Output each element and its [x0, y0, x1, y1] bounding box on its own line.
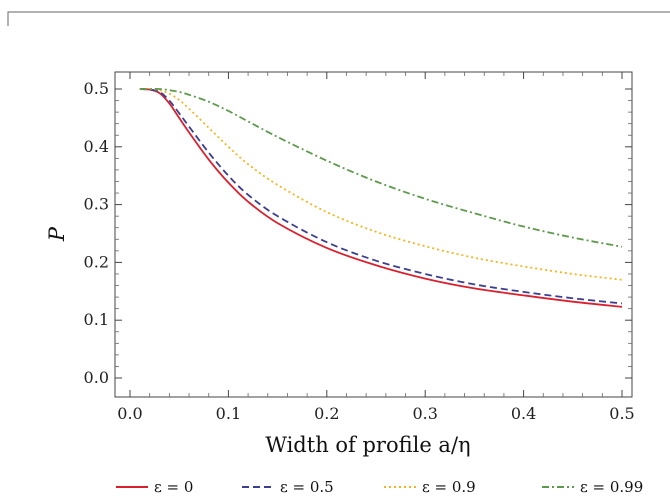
y-tick-label: 0.1	[84, 310, 109, 329]
x-tick-label: 0.1	[216, 404, 241, 423]
y-tick-label: 0.5	[84, 79, 109, 98]
legend-label: ε = 0.99	[580, 478, 643, 496]
y-tick-label: 0.4	[84, 137, 109, 156]
x-tick-label: 0.5	[609, 404, 634, 423]
y-tick-label: 0.2	[84, 252, 109, 271]
y-tick-labels: 0.0 0.1 0.2 0.3 0.4 0.5	[84, 79, 109, 387]
legend-label: ε = 0.9	[422, 478, 476, 496]
legend-label: ε = 0	[154, 478, 193, 496]
x-tick-label: 0.3	[412, 404, 437, 423]
legend-label: ε = 0.5	[280, 478, 334, 496]
x-tick-label: 0.4	[511, 404, 536, 423]
series-line	[139, 88, 623, 281]
plot-frame	[114, 71, 633, 398]
y-axis-label: P	[45, 226, 69, 242]
axis-ticks	[115, 72, 632, 397]
x-tick-labels: 0.0 0.1 0.2 0.3 0.4 0.5	[117, 404, 634, 423]
series-lines	[139, 88, 623, 308]
y-tick-label: 0.0	[84, 368, 109, 387]
x-axis-label: Width of profile a/η	[265, 433, 470, 457]
legend: ε = 0 ε = 0.5 ε = 0.9 ε = 0.99	[116, 478, 643, 496]
x-tick-label: 0.2	[314, 404, 339, 423]
series-line	[139, 88, 623, 248]
series-line	[139, 88, 623, 305]
series-line	[139, 88, 623, 308]
y-tick-label: 0.3	[84, 195, 109, 214]
x-tick-label: 0.0	[117, 404, 142, 423]
